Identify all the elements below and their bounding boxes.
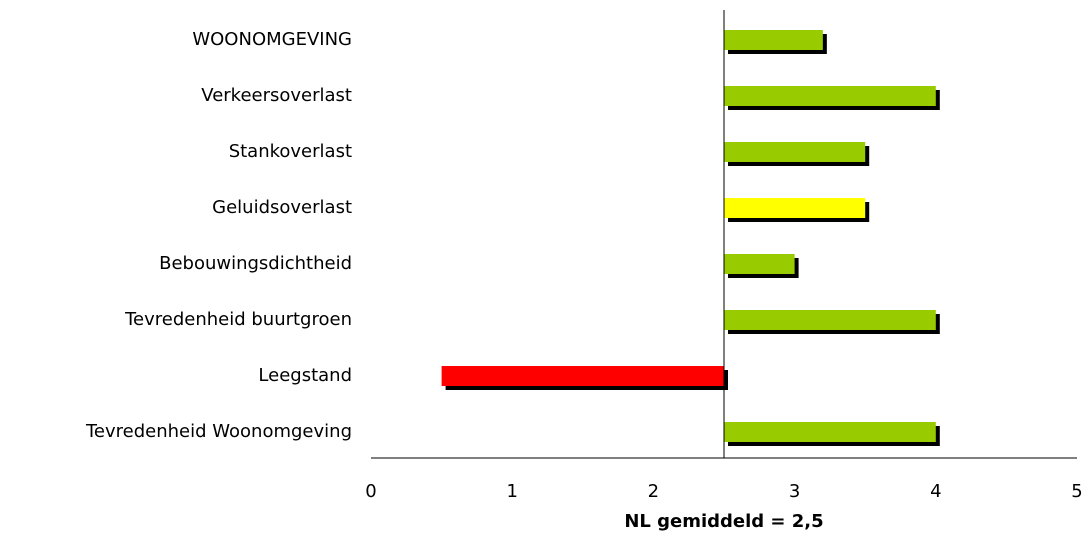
bar bbox=[441, 366, 724, 386]
x-tick-label: 0 bbox=[365, 481, 376, 502]
bar bbox=[724, 30, 823, 50]
bar bbox=[724, 310, 936, 330]
bar bbox=[724, 86, 936, 106]
x-tick-label: 4 bbox=[930, 481, 941, 502]
x-tick-label: 5 bbox=[1071, 481, 1082, 502]
y-tick-label: WOONOMGEVING bbox=[192, 29, 352, 50]
x-tick-label: 3 bbox=[789, 481, 800, 502]
bar bbox=[724, 422, 936, 442]
y-tick-label: Tevredenheid Woonomgeving bbox=[85, 421, 352, 442]
y-tick-label: Leegstand bbox=[258, 365, 352, 386]
y-tick-label: Tevredenheid buurtgroen bbox=[124, 309, 352, 330]
y-tick-label: Stankoverlast bbox=[229, 141, 352, 162]
bar bbox=[724, 254, 795, 274]
x-tick-label: 2 bbox=[648, 481, 659, 502]
y-tick-label: Bebouwingsdichtheid bbox=[159, 253, 352, 274]
bar bbox=[724, 142, 866, 162]
bar bbox=[724, 198, 866, 218]
x-tick-label: 1 bbox=[506, 481, 517, 502]
x-axis-label: NL gemiddeld = 2,5 bbox=[624, 511, 823, 532]
y-tick-label: Verkeersoverlast bbox=[201, 85, 352, 106]
y-tick-label: Geluidsoverlast bbox=[212, 197, 352, 218]
